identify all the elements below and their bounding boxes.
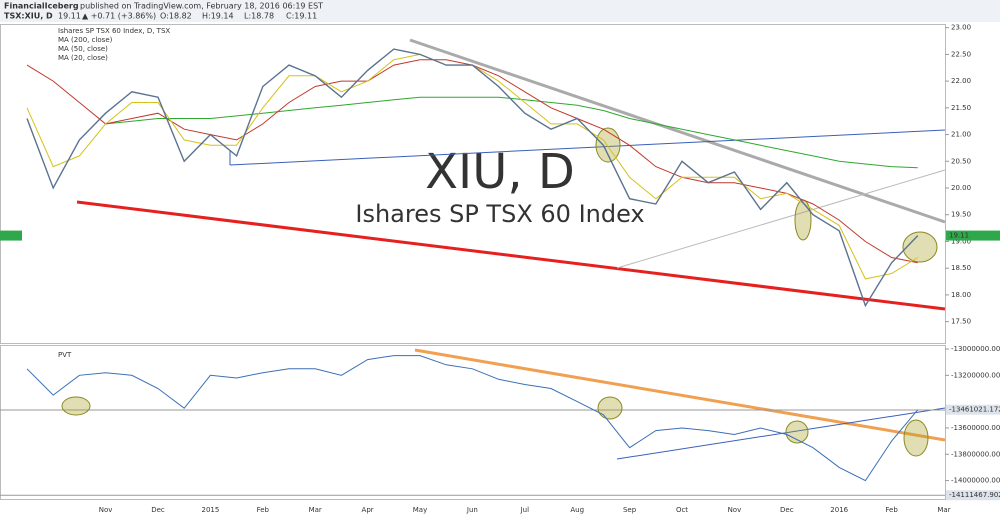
price-line [26,48,919,308]
x-tick-label: 2016 [830,506,848,514]
x-tick-label: Mar [937,506,950,514]
last-pvt-label-box [946,404,1000,415]
low: L:18.78 [244,12,274,21]
y-tick-label: -13800000.0000 [951,450,1000,458]
y-tick-label: -14000000.0000 [951,477,1000,485]
last-price-label: 19.11 [949,232,969,240]
y-tick-label: 21.50 [951,104,971,112]
y-tick-label: 20.50 [951,157,971,165]
x-tick-label: Nov [728,506,742,514]
watermark-subtitle: Ishares SP TSX 60 Index [355,200,644,228]
author[interactable]: FinancialIceberg [4,2,79,11]
watermark: XIU, D [425,144,575,200]
highlight [794,199,812,241]
low-pvt-label: -14111467.9029 [949,491,1000,499]
trend-line [76,200,946,311]
legend-entry: MA (20, close) [58,54,108,62]
y-tick-label: 22.00 [951,77,971,85]
pvt-line [26,355,919,482]
legend-entry: MA (200, close) [58,36,113,44]
y-tick-label: 17.50 [951,318,971,326]
x-tick-label: Jun [466,506,478,514]
trend-line [616,169,946,269]
trend-line [414,348,946,442]
y-tick-label: -13600000.0000 [951,424,1000,432]
x-tick-label: Apr [362,506,374,514]
open: O:18.82 [160,12,192,21]
x-tick-label: Aug [570,506,584,514]
high: H:19.14 [202,12,234,21]
x-tick-label: Feb [885,506,898,514]
highlight [903,419,929,457]
y-tick-label: 18.00 [951,291,971,299]
y-tick-label: 18.50 [951,264,971,272]
x-tick-label: Jul [520,506,530,514]
last-pvt-label: -13461021.1721 [949,406,1000,414]
x-tick-label: Sep [623,506,637,514]
low-pvt-label-box [946,490,1000,501]
x-tick-label: 2015 [201,506,219,514]
pvt-panel [0,345,946,500]
x-tick-label: Oct [676,506,688,514]
chart-title: Ishares SP TSX 60 Index, D, TSX [58,27,170,35]
price-panel [0,24,946,344]
symbol: TSX:XIU, D [4,12,53,21]
last-price-label-box [946,230,1000,241]
trend-line [409,38,946,224]
close: C:19.11 [286,12,317,21]
y-tick-label: 21.00 [951,131,971,139]
ma-line [105,96,918,169]
y-tick-label: 20.00 [951,184,971,192]
y-tick-label: 19.50 [951,211,971,219]
x-tick-label: Feb [257,506,270,514]
y-tick-label: 22.50 [951,50,971,58]
x-tick-label: Dec [151,506,165,514]
last: 19.11 [58,12,81,21]
y-tick-label: -13000000.0000 [951,345,1000,353]
highlight [785,420,809,444]
x-tick-label: Dec [780,506,794,514]
published: published on TradingView.com, February 1… [80,2,323,11]
pvt-title: PVT [58,351,72,359]
highlight [902,231,938,263]
trend-line [229,129,946,166]
annotations [0,38,946,460]
header-bar [0,0,1000,22]
highlight [597,396,623,420]
highlight [61,396,91,416]
x-tick-label: Nov [99,506,113,514]
last-price-marker [0,230,22,241]
y-tick-label: -13200000.0000 [951,371,1000,379]
y-tick-label: 19.00 [951,237,971,245]
x-tick-label: May [413,506,427,514]
highlight [595,127,621,163]
change: ▲ +0.71 (+3.86%) [82,12,156,21]
legend-entry: MA (50, close) [58,45,108,53]
x-tick-label: Mar [309,506,322,514]
y-tick-label: 23.00 [951,24,971,32]
